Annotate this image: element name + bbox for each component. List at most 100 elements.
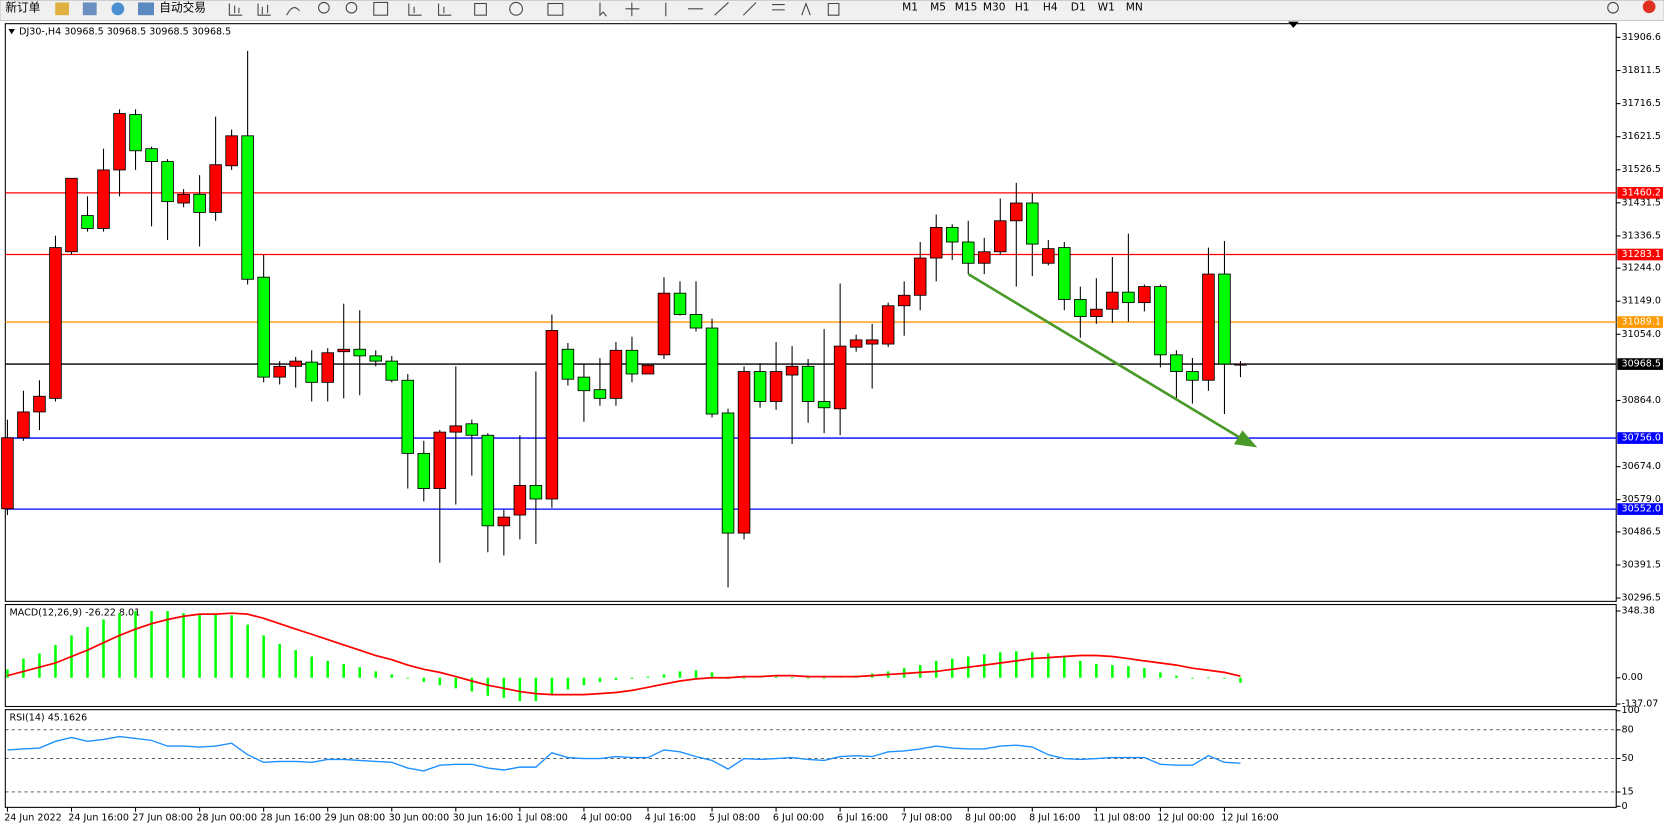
icon[interactable] bbox=[345, 1, 358, 14]
icon[interactable] bbox=[625, 2, 640, 17]
price-level-label: 31089.1 bbox=[1622, 317, 1661, 328]
icon[interactable] bbox=[257, 3, 271, 16]
timeframe-button[interactable]: M15 bbox=[955, 1, 978, 14]
macd-bar bbox=[390, 674, 394, 678]
candle-body bbox=[913, 257, 927, 296]
candle-body bbox=[1202, 273, 1215, 381]
icon[interactable] bbox=[373, 1, 389, 16]
x-tick-label: 30 Jun 16:00 bbox=[453, 812, 514, 823]
candle-body bbox=[1218, 273, 1231, 365]
macd-bar bbox=[1063, 656, 1066, 678]
candle-body bbox=[401, 379, 415, 454]
candle-body bbox=[881, 305, 895, 345]
icon[interactable] bbox=[1607, 1, 1619, 14]
macd-bar bbox=[150, 611, 153, 678]
icon[interactable] bbox=[318, 1, 330, 14]
candle-body bbox=[657, 292, 671, 356]
icon[interactable] bbox=[509, 1, 523, 16]
icon[interactable] bbox=[801, 1, 840, 16]
candle-body bbox=[737, 371, 751, 534]
candle-body bbox=[321, 352, 334, 383]
x-tick-label: 7 Jul 08:00 bbox=[901, 812, 952, 823]
macd-bar bbox=[198, 614, 201, 678]
candle-body bbox=[1234, 363, 1247, 366]
y-tick-label: 30579.0 bbox=[1622, 494, 1661, 505]
macd-bar bbox=[934, 660, 938, 678]
candle-body bbox=[177, 193, 190, 204]
macd-bar bbox=[118, 613, 121, 678]
timeframe-button[interactable]: M1 bbox=[902, 1, 918, 14]
candle-body bbox=[97, 169, 110, 229]
candle-body bbox=[865, 339, 879, 345]
timeframe-button[interactable]: D1 bbox=[1071, 1, 1086, 14]
icon[interactable] bbox=[438, 3, 452, 16]
timeframe-button[interactable]: W1 bbox=[1098, 1, 1115, 14]
y-tick-label: 80 bbox=[1622, 724, 1634, 735]
toolbar-button[interactable]: 新订单 bbox=[5, 0, 40, 14]
icon[interactable] bbox=[408, 3, 422, 16]
x-tick-label: 8 Jul 16:00 bbox=[1029, 812, 1080, 823]
macd-bar bbox=[534, 677, 538, 702]
macd-bar bbox=[582, 677, 586, 686]
icon[interactable] bbox=[111, 2, 125, 16]
macd-bar bbox=[1159, 672, 1162, 678]
macd-bar bbox=[182, 613, 185, 678]
icon[interactable] bbox=[55, 2, 70, 16]
rsi-title: RSI(14) 45.1626 bbox=[10, 713, 88, 724]
y-tick-label: 0.00 bbox=[1622, 672, 1643, 683]
icon[interactable] bbox=[547, 2, 564, 16]
candle-body bbox=[161, 161, 174, 203]
candle-body bbox=[977, 251, 991, 264]
candle-body bbox=[817, 401, 831, 409]
macd-bar bbox=[406, 677, 410, 679]
macd-bar bbox=[1031, 652, 1034, 678]
timeframe-button[interactable]: H1 bbox=[1015, 1, 1030, 14]
candle-body bbox=[65, 177, 78, 253]
macd-bar bbox=[342, 663, 345, 678]
toolbar-button[interactable]: 自动交易 bbox=[159, 0, 206, 14]
macd-bar bbox=[310, 656, 313, 678]
price-level-label: 31283.1 bbox=[1622, 249, 1661, 260]
price-level-label: 30552.0 bbox=[1622, 504, 1661, 515]
macd-bar bbox=[1079, 660, 1082, 678]
macd-bar bbox=[230, 615, 233, 678]
price-level-tag bbox=[1617, 503, 1663, 515]
macd-title: MACD(12,26,9) -26.22 8.01 bbox=[10, 608, 141, 619]
macd-bar bbox=[1095, 663, 1098, 678]
toolbar-icons bbox=[228, 1, 1619, 17]
icon[interactable] bbox=[82, 2, 97, 16]
macd-bar bbox=[86, 626, 89, 678]
timeframe-button[interactable]: M5 bbox=[930, 1, 946, 14]
icon[interactable] bbox=[286, 7, 300, 16]
x-tick-label: 27 Jun 08:00 bbox=[132, 812, 193, 823]
candle-body bbox=[1106, 291, 1119, 310]
icon[interactable] bbox=[599, 2, 607, 17]
macd-bar bbox=[374, 671, 378, 678]
timeframe-button[interactable]: M30 bbox=[983, 1, 1006, 14]
macd-bar bbox=[822, 677, 826, 679]
candle-body bbox=[1154, 286, 1167, 356]
candle-body bbox=[81, 215, 94, 229]
candle-body bbox=[433, 431, 447, 489]
timeframe-button[interactable]: H4 bbox=[1043, 1, 1058, 14]
macd-bar bbox=[774, 676, 778, 678]
timeframe-button[interactable]: MN bbox=[1126, 1, 1143, 14]
macd-bar bbox=[1175, 675, 1178, 678]
candle-body bbox=[994, 220, 1007, 253]
y-tick-label: 348.38 bbox=[1622, 605, 1655, 616]
icon[interactable] bbox=[228, 3, 243, 16]
macd-bar bbox=[1191, 677, 1194, 679]
y-tick-label: 30864.0 bbox=[1622, 395, 1661, 406]
x-tick-label: 24 Jun 16:00 bbox=[68, 812, 129, 823]
candle-body bbox=[897, 294, 911, 307]
icon[interactable] bbox=[665, 2, 785, 17]
y-tick-label: 30486.5 bbox=[1622, 526, 1661, 537]
macd-bar bbox=[1223, 677, 1226, 679]
icon[interactable] bbox=[474, 2, 487, 16]
macd-bar bbox=[710, 672, 714, 678]
icon[interactable] bbox=[138, 2, 154, 16]
notification-badge[interactable] bbox=[1642, 0, 1656, 14]
